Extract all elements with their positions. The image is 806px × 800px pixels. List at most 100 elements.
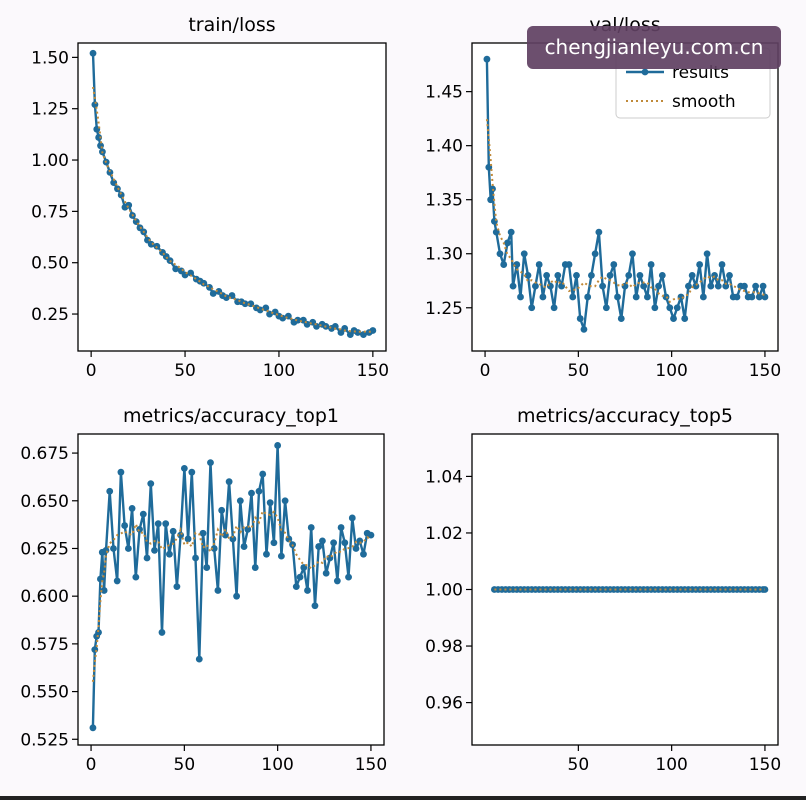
smooth-line [91,509,372,682]
data-point [591,250,599,258]
data-point [673,304,681,312]
legend-results-marker [641,68,649,76]
data-point [151,546,158,554]
data-point [345,573,352,581]
data-point [195,655,203,663]
data-point [602,304,610,312]
data-point [296,573,304,581]
data-point [584,293,592,301]
data-point [610,261,618,268]
data-point [331,322,339,330]
data-point [539,293,547,301]
axes-frame [77,433,385,746]
chart-panel-3: metrics/accuracy_top1 0 50 100 150 0.525 0.550… [20,405,387,775]
data-point [89,49,97,57]
data-point [162,520,170,528]
data-point [244,525,252,533]
data-point [169,527,177,535]
data-point [307,524,315,531]
plot-area [78,43,386,351]
data-point [229,535,237,543]
data-point [524,271,532,279]
data-point [580,325,588,333]
data-point [341,539,349,547]
data-point [188,468,196,476]
data-point [154,520,162,528]
data-point [647,261,655,268]
data-point [262,304,270,312]
plot-area [78,434,384,745]
data-point [535,261,543,268]
data-point [259,470,267,478]
data-point [304,587,311,594]
data-point [500,261,508,268]
data-point [225,478,233,486]
data-point [670,315,677,322]
data-point [294,316,302,324]
data-point [528,304,536,312]
chart-title: metrics/accuracy_top1 [123,405,339,427]
data-point [337,524,345,531]
data-point [91,646,99,654]
y-tick-label: 1.40 [425,137,463,157]
data-point [172,265,180,273]
y-tick-label: 0.25 [31,305,69,325]
data-point [236,497,244,505]
data-point [206,283,213,291]
smooth-line [92,86,374,333]
data-point [655,282,662,290]
x-tick-label: 50 [174,755,196,775]
y-tick-label: 0.675 [20,444,69,464]
y-tick-label: 1.25 [31,100,69,120]
data-point [266,499,274,507]
data-point [214,587,222,594]
legend-smooth-label: smooth [672,92,736,112]
y-tick-label: 0.98 [425,637,463,657]
x-tick-label: 100 [655,755,687,775]
data-point [576,315,584,322]
data-point [277,552,285,560]
y-tick-label: 0.575 [20,635,69,655]
data-point [209,290,217,297]
data-point [573,271,580,279]
y-tick-label: 0.75 [31,202,69,222]
data-point [718,261,726,268]
data-point [147,480,155,488]
data-point [251,564,259,571]
data-point [139,510,147,518]
data-point [588,271,595,279]
data-point [166,550,173,558]
x-tick-label: 50 [568,361,590,381]
y-tick-label: 1.35 [425,191,463,211]
data-point [507,228,515,236]
data-point [266,310,273,318]
data-point [711,271,718,279]
data-point [322,569,330,577]
chart-panel-4: metrics/accuracy_top5 50 100 150 0.96 0.98 1.0… [425,405,781,775]
data-point [158,629,166,636]
data-point [651,304,659,312]
x-tick-label: 0 [86,361,97,381]
data-point [632,293,640,301]
data-point [192,554,199,562]
data-point [532,282,539,290]
data-point [180,464,188,472]
data-point [543,271,551,279]
data-point [625,271,633,279]
chart-title: metrics/accuracy_top5 [517,405,733,427]
data-point [554,271,562,279]
data-point [546,282,554,290]
data-point [759,282,767,290]
data-point [733,293,741,301]
data-point [106,487,114,495]
x-tick-label: 100 [263,361,295,381]
axes-frame [471,433,779,746]
data-point [132,573,140,581]
data-point [748,293,756,301]
data-point [699,293,707,301]
y-tick-label: 1.02 [425,524,463,544]
data-point [95,629,102,636]
watermark: chengjianleyu.com.cn [527,26,781,69]
